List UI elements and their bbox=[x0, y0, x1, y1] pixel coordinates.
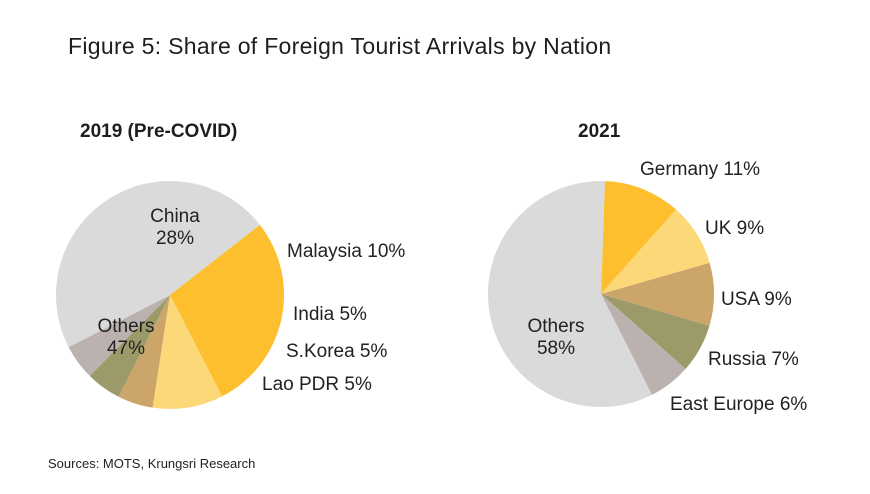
pie-slice-russia-1 bbox=[601, 294, 710, 370]
pie-slice-s-korea-0 bbox=[89, 295, 170, 397]
slice-label-s-korea-0: S.Korea 5% bbox=[286, 341, 387, 362]
slice-label-india-0: India 5% bbox=[293, 304, 367, 325]
pie-slice-uk-1 bbox=[601, 209, 710, 294]
figure-title: Figure 5: Share of Foreign Tourist Arriv… bbox=[68, 33, 612, 59]
slice-label-east-europe-1: East Europe 6% bbox=[670, 394, 807, 415]
chart-title-2021: 2021 bbox=[578, 121, 621, 142]
pie-slice-others-0 bbox=[56, 181, 260, 348]
slice-label-germany-1: Germany 11% bbox=[640, 159, 760, 180]
pie-slice-east-europe-1 bbox=[601, 294, 686, 395]
slice-label-others-0: Others 47% bbox=[97, 316, 154, 359]
source-note: Sources: MOTS, Krungsri Research bbox=[48, 456, 256, 471]
chart-title-2019: 2019 (Pre-COVID) bbox=[80, 121, 238, 142]
slice-label-others-1: Others 58% bbox=[527, 316, 584, 359]
pie-slice-lao-pdr-0 bbox=[68, 295, 170, 376]
pie-slice-china-0 bbox=[170, 224, 284, 397]
pie-slice-others-1 bbox=[487, 181, 652, 408]
slice-label-uk-1: UK 9% bbox=[705, 218, 764, 239]
slice-label-malaysia-0: Malaysia 10% bbox=[287, 241, 405, 262]
pie-chart-2021: Germany 11% UK 9% USA 9% Russia 7% East Euro… bbox=[487, 159, 807, 415]
pie-slice-india-0 bbox=[118, 295, 170, 408]
pie-chart-2019: China 28% Malaysia 10% India 5% S.Korea 5% La… bbox=[56, 181, 405, 410]
pie-slice-germany-1 bbox=[601, 181, 677, 294]
slice-label-lao-pdr-0: Lao PDR 5% bbox=[262, 374, 372, 395]
slice-label-china-0: China 28% bbox=[150, 206, 200, 249]
slice-label-russia-1: Russia 7% bbox=[708, 349, 799, 370]
pie-slice-usa-1 bbox=[601, 262, 714, 326]
pie-slice-malaysia-0 bbox=[152, 295, 223, 410]
slice-label-usa-1: USA 9% bbox=[721, 289, 792, 310]
